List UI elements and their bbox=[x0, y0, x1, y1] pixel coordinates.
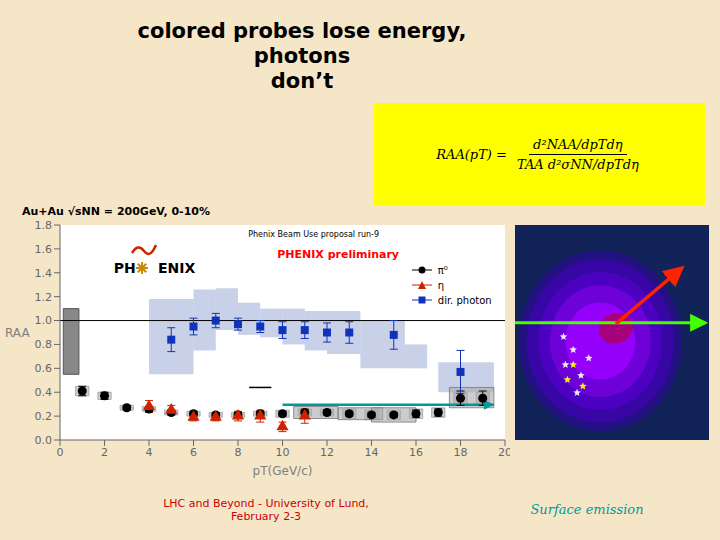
svg-text:pT(GeV/c): pT(GeV/c) bbox=[253, 464, 313, 478]
svg-text:0.0: 0.0 bbox=[35, 434, 53, 447]
html-text:Surface emission: Surface emission bbox=[530, 502, 644, 517]
svg-text:0.4: 0.4 bbox=[35, 386, 53, 399]
html-text:d²NAA/dpTdη: d²NAA/dpTdη bbox=[533, 136, 623, 152]
svg-text:0.6: 0.6 bbox=[35, 362, 53, 375]
svg-text:0.8: 0.8 bbox=[35, 338, 53, 351]
svg-text:18: 18 bbox=[454, 446, 468, 459]
html-text:π⁰: π⁰ bbox=[437, 264, 448, 276]
svg-text:20: 20 bbox=[498, 446, 510, 459]
html-text:colored probes lose energy, ph: colored probes lose energy, photons don’… bbox=[137, 19, 467, 94]
svg-text:1.2: 1.2 bbox=[35, 291, 53, 304]
html-text:dir. photon: dir. photon bbox=[437, 294, 492, 306]
html-text:LHC and Beyond - University of: LHC and Beyond - University of Lund, Feb… bbox=[163, 497, 369, 524]
svg-text:1.8: 1.8 bbox=[35, 220, 53, 232]
svg-text:12: 12 bbox=[320, 446, 334, 459]
svg-text:8: 8 bbox=[235, 446, 242, 459]
html-text:PH: PH bbox=[113, 260, 136, 276]
svg-text:10: 10 bbox=[276, 446, 290, 459]
html-text:ENIX: ENIX bbox=[157, 260, 196, 276]
html-text:Phenix Beam Use proposal run-9: Phenix Beam Use proposal run-9 bbox=[248, 230, 379, 240]
html-text:η: η bbox=[437, 279, 445, 291]
svg-text:4: 4 bbox=[146, 446, 153, 459]
html-text:Au+Au √sNN = 200GeV, 0-10%: Au+Au √sNN = 200GeV, 0-10% bbox=[22, 205, 210, 218]
svg-text:1.0: 1.0 bbox=[35, 314, 53, 327]
svg-text:2: 2 bbox=[101, 446, 108, 459]
svg-text:6: 6 bbox=[190, 446, 197, 459]
svg-text:1.4: 1.4 bbox=[35, 267, 53, 280]
svg-text:1.6: 1.6 bbox=[35, 243, 53, 256]
html-text:RAA(pT) =: RAA(pT) = bbox=[436, 146, 507, 162]
svg-text:14: 14 bbox=[365, 446, 379, 459]
html-text:PHENIX preliminary: PHENIX preliminary bbox=[277, 247, 399, 261]
svg-text:0: 0 bbox=[57, 446, 64, 459]
svg-text:0.2: 0.2 bbox=[35, 410, 53, 423]
html-text:TAA d²σNN/dpTdη: TAA d²σNN/dpTdη bbox=[516, 156, 639, 172]
svg-text:RAA: RAA bbox=[8, 326, 30, 340]
svg-text:16: 16 bbox=[409, 446, 423, 459]
